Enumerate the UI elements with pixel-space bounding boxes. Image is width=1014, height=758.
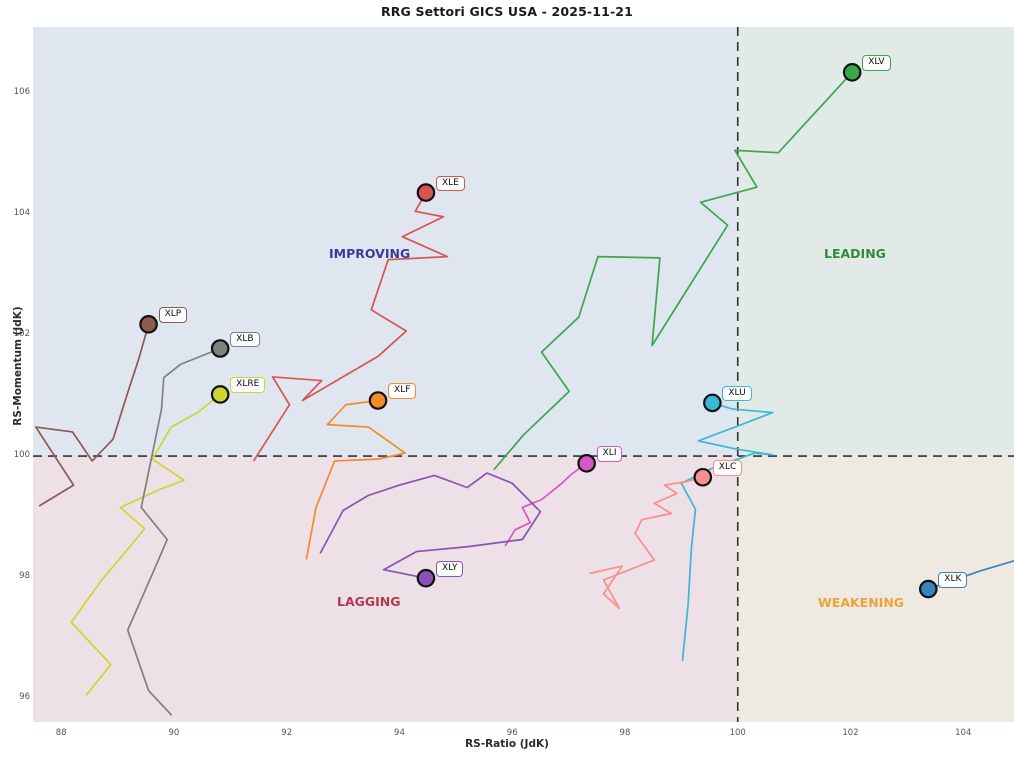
quadrant-leading [737, 27, 1014, 457]
x-tick-92: 92 [281, 728, 293, 738]
trail-xlu [680, 402, 774, 662]
trail-xlf [305, 399, 406, 560]
marker-xlf[interactable] [368, 391, 388, 410]
quadrant-label-improving: IMPROVING [329, 246, 411, 261]
ticker-label-xlc[interactable]: XLC [712, 460, 743, 476]
y-tick-98: 98 [19, 570, 30, 581]
quadrant-improving [33, 27, 738, 457]
x-tick-104: 104 [955, 728, 972, 738]
marker-xlv[interactable] [842, 63, 862, 82]
trail-xlc [589, 476, 704, 610]
marker-xli[interactable] [577, 454, 596, 473]
y-tick-96: 96 [19, 691, 30, 702]
x-tick-94: 94 [394, 728, 405, 738]
trail-xlp [34, 323, 150, 507]
ticker-label-xlu[interactable]: XLU [722, 385, 752, 402]
quadrant-label-lagging: LAGGING [337, 594, 401, 609]
y-tick-102: 102 [13, 329, 30, 340]
x-tick-88: 88 [55, 728, 67, 738]
trail-xlre [70, 393, 222, 696]
quadrant-lagging [33, 456, 738, 722]
marker-xlp[interactable] [139, 315, 158, 334]
x-tick-100: 100 [729, 728, 746, 738]
x-tick-96: 96 [506, 728, 518, 738]
trail-xlb [126, 347, 222, 716]
marker-xlk[interactable] [918, 579, 938, 599]
ticker-label-xly[interactable]: XLY [435, 561, 464, 577]
x-tick-102: 102 [842, 728, 859, 738]
y-tick-106: 106 [13, 87, 30, 98]
ticker-label-xlk[interactable]: XLK [938, 572, 968, 588]
ticker-label-xlv[interactable]: XLV [862, 55, 891, 71]
page-title: RRG Settori GICS USA - 2025-11-21 [381, 4, 633, 19]
ticker-label-xlp[interactable]: XLP [158, 307, 188, 323]
ticker-label-xlb[interactable]: XLB [230, 331, 260, 347]
marker-xlc[interactable] [693, 467, 713, 487]
trail-xlv [493, 71, 854, 471]
quadrant-label-leading: LEADING [824, 246, 886, 261]
marker-xlre[interactable] [210, 385, 230, 404]
quadrant-label-weakening: WEAKENING [818, 595, 905, 610]
marker-xlb[interactable] [210, 339, 230, 358]
trail-xly [319, 472, 542, 580]
ticker-label-xli[interactable]: XLI [596, 446, 623, 462]
marker-xlu[interactable] [703, 393, 722, 413]
x-axis-label: RS-Ratio (JdK) [465, 738, 549, 750]
ticker-label-xlf[interactable]: XLF [388, 383, 417, 399]
marker-xle[interactable] [416, 183, 436, 202]
x-tick-90: 90 [168, 728, 180, 738]
plot-svg [33, 27, 1014, 722]
y-tick-100: 100 [13, 450, 30, 461]
x-tick-98: 98 [619, 728, 631, 738]
trail-xle [253, 191, 449, 462]
y-tick-104: 104 [13, 208, 30, 219]
marker-xly[interactable] [416, 568, 436, 588]
quadrant-weakening [737, 456, 1014, 722]
y-axis-label: RS-Momentum (JdK) [12, 306, 24, 426]
plot-area[interactable]: IMPROVING LEADING LAGGING WEAKENING XLV XLE X… [33, 27, 1014, 722]
ticker-label-xlre[interactable]: XLRE [230, 377, 266, 393]
ticker-label-xle[interactable]: XLE [435, 175, 465, 192]
